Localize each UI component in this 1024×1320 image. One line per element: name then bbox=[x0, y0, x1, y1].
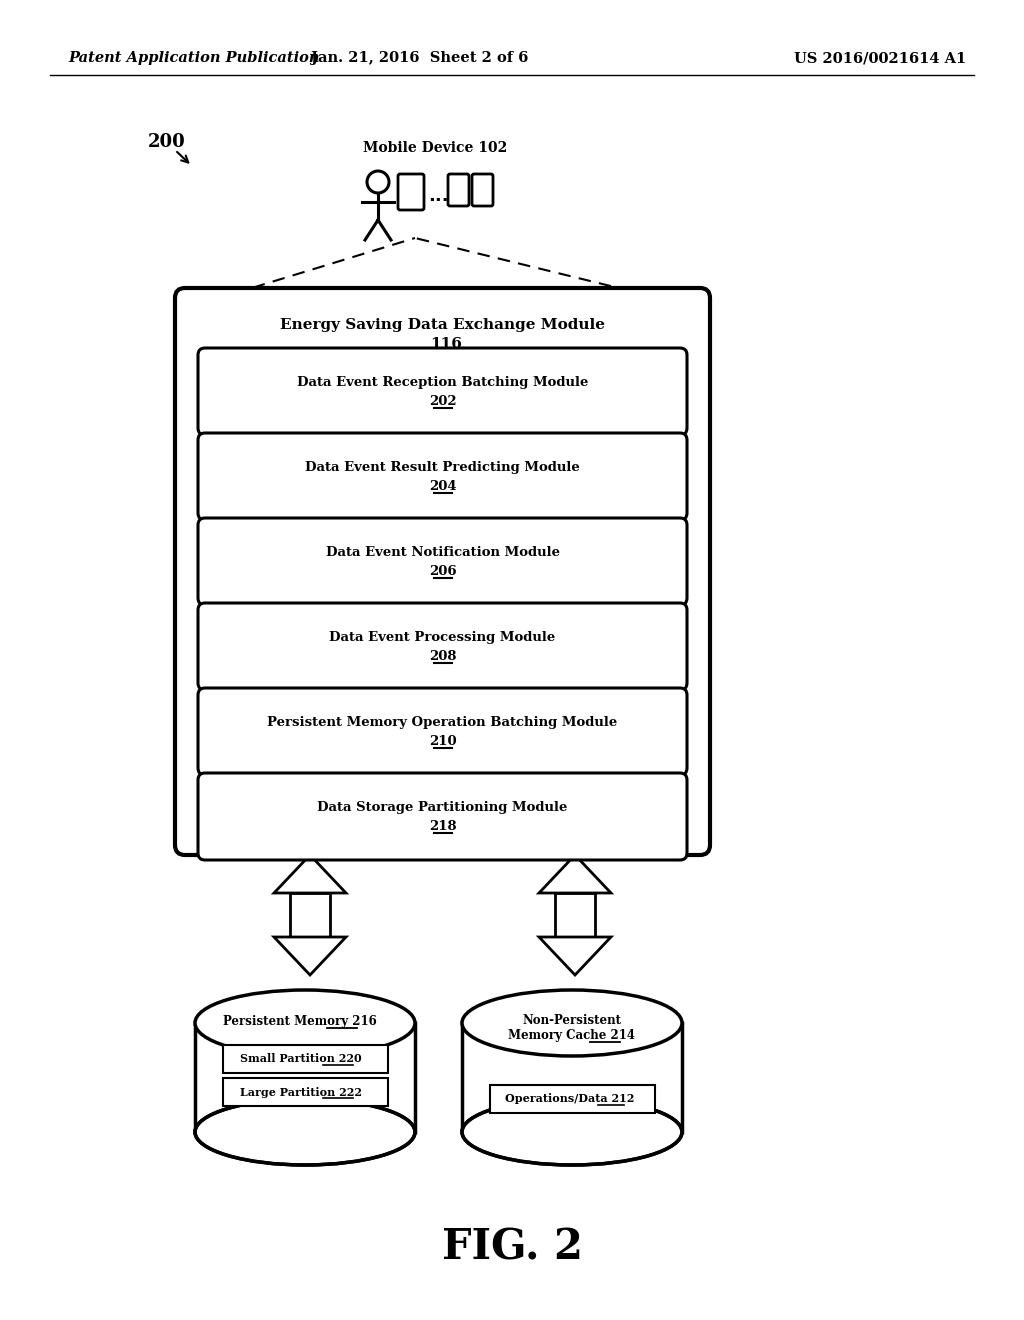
Text: Persistent Memory 216: Persistent Memory 216 bbox=[223, 1015, 377, 1028]
Text: Data Event Processing Module: Data Event Processing Module bbox=[330, 631, 556, 644]
Polygon shape bbox=[274, 937, 346, 975]
Text: 204: 204 bbox=[429, 480, 457, 492]
Text: 206: 206 bbox=[429, 565, 457, 578]
Ellipse shape bbox=[462, 1100, 682, 1166]
Polygon shape bbox=[539, 855, 611, 894]
Polygon shape bbox=[539, 937, 611, 975]
FancyBboxPatch shape bbox=[472, 174, 493, 206]
FancyBboxPatch shape bbox=[175, 288, 710, 855]
Text: Patent Application Publication: Patent Application Publication bbox=[68, 51, 319, 65]
FancyBboxPatch shape bbox=[198, 774, 687, 861]
FancyBboxPatch shape bbox=[398, 174, 424, 210]
FancyBboxPatch shape bbox=[198, 603, 687, 690]
Text: Persistent Memory Operation Batching Module: Persistent Memory Operation Batching Mod… bbox=[267, 715, 617, 729]
Ellipse shape bbox=[462, 1100, 682, 1166]
Polygon shape bbox=[274, 855, 346, 894]
FancyBboxPatch shape bbox=[198, 517, 687, 605]
Text: 202: 202 bbox=[429, 395, 457, 408]
Ellipse shape bbox=[195, 1100, 415, 1166]
Text: Non-Persistent: Non-Persistent bbox=[522, 1014, 622, 1027]
Text: Energy Saving Data Exchange Module: Energy Saving Data Exchange Module bbox=[280, 318, 605, 333]
Polygon shape bbox=[462, 1023, 682, 1133]
Text: FIG. 2: FIG. 2 bbox=[441, 1228, 583, 1269]
Text: 208: 208 bbox=[429, 649, 457, 663]
Text: Memory Cache 214: Memory Cache 214 bbox=[509, 1030, 636, 1043]
Polygon shape bbox=[555, 894, 595, 937]
Ellipse shape bbox=[195, 1100, 415, 1166]
Bar bbox=[222, 1078, 387, 1106]
Text: Jan. 21, 2016  Sheet 2 of 6: Jan. 21, 2016 Sheet 2 of 6 bbox=[311, 51, 528, 65]
Text: 218: 218 bbox=[429, 820, 457, 833]
FancyBboxPatch shape bbox=[198, 433, 687, 520]
FancyBboxPatch shape bbox=[198, 688, 687, 775]
Ellipse shape bbox=[195, 990, 415, 1056]
Text: Small Partition 220: Small Partition 220 bbox=[241, 1053, 361, 1064]
Ellipse shape bbox=[462, 990, 682, 1056]
Text: 200: 200 bbox=[148, 133, 185, 150]
Text: US 2016/0021614 A1: US 2016/0021614 A1 bbox=[794, 51, 966, 65]
Text: ...: ... bbox=[428, 187, 449, 205]
Text: 116: 116 bbox=[430, 337, 463, 351]
FancyBboxPatch shape bbox=[198, 348, 687, 436]
Bar bbox=[222, 1045, 387, 1073]
Text: Mobile Device 102: Mobile Device 102 bbox=[362, 141, 507, 154]
Text: 210: 210 bbox=[429, 735, 457, 748]
Text: Large Partition 222: Large Partition 222 bbox=[240, 1086, 362, 1097]
Polygon shape bbox=[290, 894, 330, 937]
Polygon shape bbox=[195, 1023, 415, 1133]
Bar bbox=[489, 1085, 654, 1113]
Text: Data Storage Partitioning Module: Data Storage Partitioning Module bbox=[317, 801, 567, 814]
Text: Data Event Notification Module: Data Event Notification Module bbox=[326, 546, 559, 558]
Text: Operations/Data 212: Operations/Data 212 bbox=[505, 1093, 635, 1105]
Text: Data Event Reception Batching Module: Data Event Reception Batching Module bbox=[297, 376, 588, 389]
FancyBboxPatch shape bbox=[449, 174, 469, 206]
Text: Data Event Result Predicting Module: Data Event Result Predicting Module bbox=[305, 461, 580, 474]
